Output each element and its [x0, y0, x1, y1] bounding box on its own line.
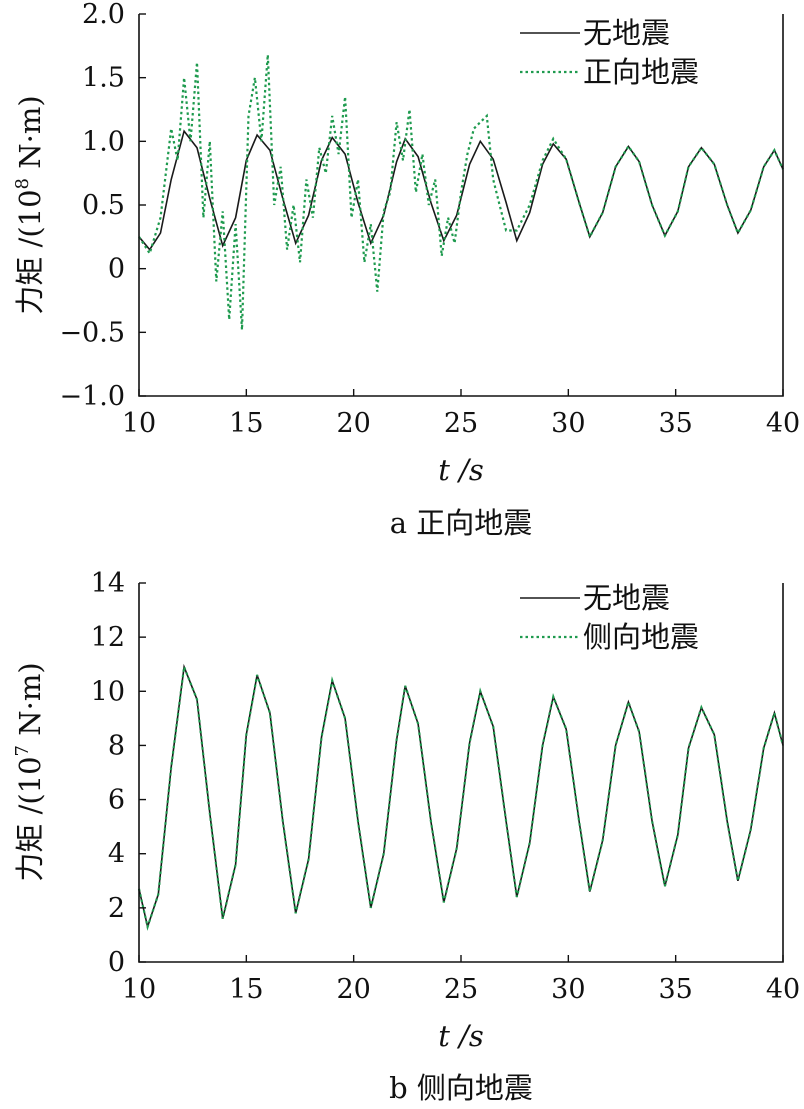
panel-b-ytick-label: 8 — [108, 730, 125, 761]
panel-a-series-no-earthquake-line — [138, 129, 784, 251]
panel-a-ytick-label: 0 — [108, 254, 125, 285]
panel-b-legend-label-eq: 侧向地震 — [583, 620, 699, 654]
panel-b-series-no-earthquake-line — [138, 663, 784, 930]
panel-a-ytick-label: 1.5 — [82, 63, 125, 94]
panel-a-xlabel: t /s — [438, 453, 484, 487]
panel-a-ylabel: 力矩 /(108 N·m) — [12, 95, 47, 314]
panel-a-series-layer — [138, 54, 785, 330]
panel-b-xtick-label: 15 — [229, 974, 263, 1005]
panel-a-xtick-label: 30 — [551, 408, 585, 439]
panel-b-ytick-label: 6 — [108, 785, 125, 816]
panel-a-ticks: 10 15 20 25 30 35 40 −1.0 −0.5 0 0.5 1.0 1.5 2.0 — [59, 0, 800, 439]
panel-b-ytick-label: 12 — [91, 622, 125, 653]
panel-b-xtick-label: 30 — [551, 974, 585, 1005]
panel-a-xtick-label: 40 — [766, 408, 800, 439]
panel-b-ylabel: 力矩 /(107 N·m) — [12, 662, 47, 881]
panel-a-xtick-label: 10 — [122, 408, 156, 439]
panel-b-xlabel: t /s — [438, 1019, 484, 1053]
panel-a-caption: a 正向地震 — [390, 506, 533, 540]
panel-a-legend-label-none: 无地震 — [583, 16, 670, 50]
panel-a-ytick-label: 1.0 — [82, 126, 125, 157]
panel-a-ytick-label: −0.5 — [59, 317, 125, 348]
panel-b-xtick-label: 20 — [336, 974, 370, 1005]
panel-a-xtick-label: 25 — [444, 408, 478, 439]
panel-a-xtick-label: 35 — [658, 408, 692, 439]
panel-b-ytick-label: 14 — [91, 568, 125, 599]
panel-b-legend: 无地震 侧向地震 — [520, 581, 699, 654]
panel-a-legend: 无地震 正向地震 — [520, 16, 699, 89]
panel-a-ytick-label: 2.0 — [82, 0, 125, 30]
panel-b-series-layer — [137, 662, 785, 931]
panel-a-legend-label-eq: 正向地震 — [583, 55, 699, 89]
panel-a-ytick-label: −1.0 — [59, 381, 125, 412]
panel-b-ytick-label: 2 — [108, 893, 125, 924]
panel-a-chart: 10 15 20 25 30 35 40 −1.0 −0.5 0 0.5 1.0 1.5 2.0 力矩 /… — [12, 0, 800, 540]
panel-b-xtick-label: 35 — [658, 974, 692, 1005]
panel-b-caption: b 侧向地震 — [389, 1071, 533, 1105]
panel-b-ticks: 10 15 20 25 30 35 40 0 2 4 6 8 10 12 14 — [91, 568, 801, 1005]
panel-b-series-earthquake-line — [137, 662, 785, 931]
panel-a-series-earthquake-line — [138, 54, 785, 330]
panel-b-ytick-label: 0 — [108, 947, 125, 978]
panel-b-ytick-label: 10 — [91, 676, 125, 707]
panel-a-xtick-label: 20 — [336, 408, 370, 439]
panel-a-xtick-label: 15 — [229, 408, 263, 439]
panel-a-ytick-label: 0.5 — [82, 190, 125, 221]
panel-b-ytick-label: 4 — [108, 839, 125, 870]
panel-b-xtick-label: 10 — [122, 974, 156, 1005]
panel-b-legend-label-none: 无地震 — [583, 581, 670, 615]
panel-b-xtick-label: 25 — [444, 974, 478, 1005]
panel-b-xtick-label: 40 — [766, 974, 800, 1005]
